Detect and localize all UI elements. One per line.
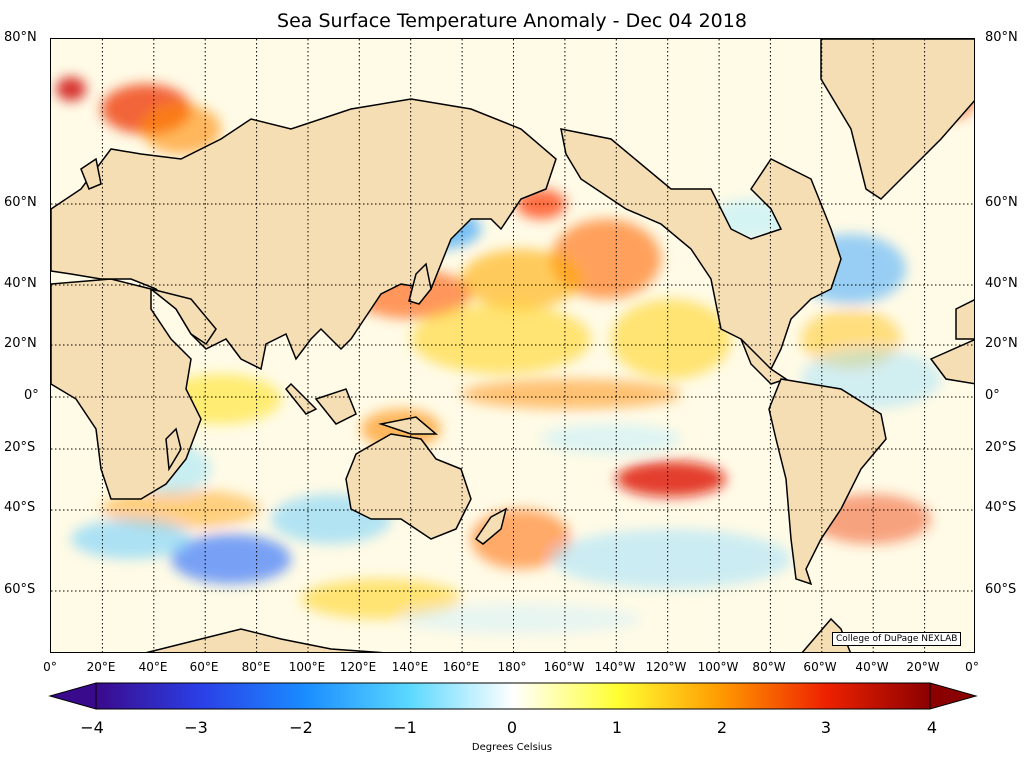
lat-label-60s-left: 60°S (4, 582, 36, 597)
lon-label-140w: 140°W (594, 660, 636, 674)
lon-label-40w: 40°W (855, 660, 889, 674)
lon-label-0: 0° (43, 660, 57, 674)
lat-label-20s-right: 20°S (985, 440, 1017, 455)
lon-label-100w: 100°W (697, 660, 739, 674)
lon-label-80w: 80°W (752, 660, 786, 674)
lon-label-0-east: 0° (965, 660, 979, 674)
sst-anomaly-map[interactable] (50, 38, 975, 653)
lon-label-20w: 20°W (906, 660, 940, 674)
lat-label-40s-left: 40°S (4, 500, 36, 515)
lon-label-140e: 140°E (391, 660, 429, 674)
landmasses (51, 39, 974, 652)
map-canvas (51, 39, 974, 652)
colorbar-tick-0: 0 (506, 718, 518, 737)
lat-label-60n-left: 60°N (4, 195, 37, 210)
lon-label-60w: 60°W (803, 660, 837, 674)
lat-label-20n-right: 20°N (985, 336, 1018, 351)
lon-label-120e: 120°E (339, 660, 377, 674)
colorbar-tick-neg3: −3 (184, 718, 208, 737)
lon-label-120w: 120°W (645, 660, 687, 674)
colorbar (48, 682, 978, 710)
colorbar-gradient (95, 682, 931, 710)
colorbar-tick-neg4: −4 (80, 718, 104, 737)
colorbar-min-arrow (48, 682, 97, 710)
graticule (51, 39, 974, 652)
lat-label-20n-left: 20°N (4, 336, 37, 351)
lon-label-40e: 40°E (138, 660, 168, 674)
lon-label-160e: 160°E (442, 660, 480, 674)
colorbar-tick-4: 4 (926, 718, 938, 737)
lat-label-20s-left: 20°S (4, 440, 36, 455)
lat-label-60n-right: 60°N (985, 195, 1018, 210)
lon-label-80e: 80°E (241, 660, 271, 674)
lat-label-80n-left: 80°N (4, 30, 37, 45)
colorbar-tick-neg1: −1 (393, 718, 417, 737)
lon-label-20e: 20°E (86, 660, 116, 674)
credit-box: College of DuPage NEXLAB (832, 632, 962, 646)
lat-label-60s-right: 60°S (985, 582, 1017, 597)
colorbar-max-arrow (929, 682, 978, 710)
lat-label-40s-right: 40°S (985, 500, 1017, 515)
lon-label-160w: 160°W (543, 660, 585, 674)
colorbar-tick-3: 3 (820, 718, 832, 737)
colorbar-tick-1: 1 (611, 718, 623, 737)
colorbar-label: Degrees Celsius (471, 742, 553, 753)
lat-label-40n-left: 40°N (4, 276, 37, 291)
colorbar-tick-neg2: −2 (289, 718, 313, 737)
lon-label-60e: 60°E (189, 660, 219, 674)
lat-label-0-right: 0° (985, 388, 1000, 403)
lat-label-40n-right: 40°N (985, 276, 1018, 291)
lon-label-180: 180° (497, 660, 527, 674)
lat-label-0-left: 0° (24, 388, 39, 403)
map-title: Sea Surface Temperature Anomaly - Dec 04… (277, 10, 747, 32)
lon-label-100e: 100°E (288, 660, 326, 674)
colorbar-tick-2: 2 (716, 718, 728, 737)
lat-label-80n-right: 80°N (985, 30, 1018, 45)
